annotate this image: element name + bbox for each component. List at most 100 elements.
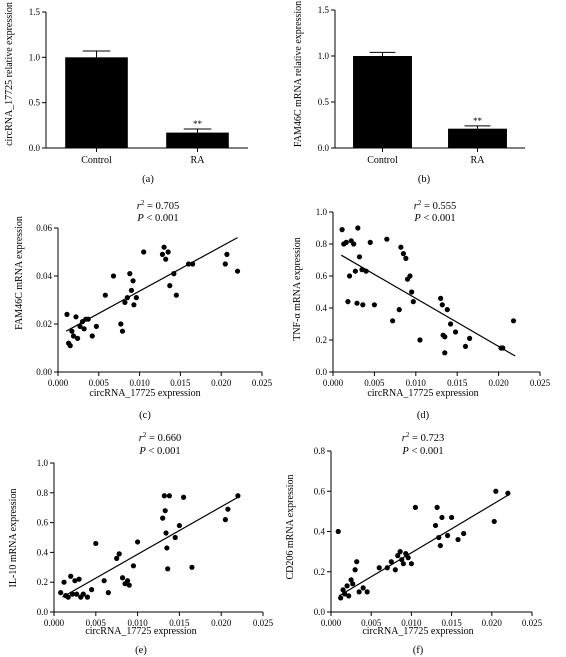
- panel-f-data-point: [346, 593, 352, 599]
- panel-b-label: (b): [418, 174, 431, 185]
- panel-d-ytick-label: 0.4: [316, 303, 328, 313]
- panel-e-ytick-label: 0.4: [37, 547, 49, 557]
- panel-f-data-point: [356, 589, 362, 595]
- panel-e-ytick-label: 0.8: [37, 488, 49, 498]
- panel-c-xtick-label: 0.000: [48, 378, 69, 388]
- panel-b-category-label: Control: [367, 155, 398, 166]
- panel-c-xtick-label: 0.020: [211, 378, 232, 388]
- panel-d-data-point: [356, 254, 363, 260]
- panel-d-data-point: [462, 343, 469, 349]
- panel-b-bar-control: [353, 56, 412, 148]
- panel-f-data-point: [493, 488, 499, 494]
- panel-e-data-point: [189, 564, 195, 570]
- panel-e-data-point: [80, 591, 86, 597]
- panel-c-label: (c): [139, 410, 151, 421]
- panel-e-data-point: [93, 540, 99, 547]
- panel-e-data-point: [164, 545, 170, 551]
- panel-e-data-point: [130, 563, 137, 569]
- panel-d-ytick-label: 0.2: [316, 335, 327, 345]
- panel-a-bar-control: [65, 57, 128, 149]
- panel-e-data-point: [72, 578, 78, 584]
- panel-f-xtick-label: 0.010: [401, 618, 422, 628]
- panel-e-data-point: [73, 591, 80, 597]
- panel-f-xlabel: circRNA_17725 expression: [362, 626, 473, 637]
- panel-c-data-point: [124, 295, 130, 301]
- panel-f-ytick-label: 0.4: [314, 527, 326, 537]
- panel-c-data-point: [119, 328, 126, 334]
- panel-c-data-point: [141, 249, 147, 255]
- panel-e-xtick-label: 0.000: [44, 618, 65, 628]
- panel-c-data-point: [190, 261, 196, 267]
- panel-d-data-point: [384, 236, 390, 242]
- panel-d-data-point: [400, 251, 406, 257]
- panel-c-data-point: [93, 323, 99, 329]
- panel-f-pvalue: P < 0.001: [401, 446, 443, 457]
- panel-a-ytick-label: 1.5: [29, 7, 41, 17]
- panel-d-xtick-label: 0.020: [488, 378, 509, 388]
- panel-e-label: (e): [135, 645, 147, 656]
- panel-b-bar-ra: [448, 128, 507, 148]
- panel-e-data-point: [65, 594, 71, 600]
- panel-c-data-point: [161, 244, 167, 250]
- panel-f-data-point: [449, 514, 455, 521]
- panel-f-data-point: [405, 555, 411, 561]
- panel-f-ytick-label: 0.0: [314, 607, 326, 617]
- panel-c-data-point: [127, 271, 133, 277]
- panel-f-data-point: [335, 528, 341, 535]
- panel-d-data-point: [417, 337, 423, 343]
- panel-c-data-point: [122, 299, 128, 305]
- panel-f-data-point: [400, 561, 406, 567]
- panel-d-data-point: [363, 268, 369, 274]
- panel-a-bar-ra: [166, 132, 229, 148]
- panel-f-scatter: r2 = 0.723 P < 0.001 CD206 mRNA expressi…: [285, 431, 543, 656]
- panel-d-data-point: [452, 329, 459, 335]
- panel-a-bar-chart: circRNA_17725 relative expression 0.0 0.5…: [4, 2, 248, 185]
- panel-e-data-point: [172, 534, 178, 541]
- panel-d-data-point: [410, 299, 416, 305]
- panel-b-ytick-label: 1.5: [318, 5, 330, 15]
- panel-d-data-point: [467, 335, 473, 341]
- panel-b-ytick-label: 0.5: [318, 97, 330, 107]
- panel-e-data-point: [76, 576, 82, 582]
- panel-c-data-point: [85, 316, 91, 322]
- panel-e-data-point: [61, 579, 67, 585]
- panel-f-data-point: [437, 542, 443, 549]
- panel-c-data-point: [171, 271, 177, 277]
- panel-c-data-point: [64, 311, 70, 317]
- panel-f-data-point: [436, 534, 442, 541]
- panel-c-regression-line: [65, 237, 238, 332]
- panel-f-data-point: [403, 551, 409, 557]
- panel-e-xtick-label: 0.025: [253, 618, 274, 628]
- panel-f-data-point: [342, 591, 348, 597]
- panel-c-data-point: [224, 251, 230, 257]
- panel-c-data-point: [130, 278, 136, 284]
- panel-e-data-point: [160, 515, 166, 521]
- panel-d-data-point: [396, 307, 402, 313]
- panel-c-data-point: [167, 283, 173, 289]
- panel-a-category-label: Control: [81, 155, 112, 166]
- panel-f-data-point: [392, 567, 398, 573]
- panel-d-data-point: [354, 300, 360, 306]
- panel-c-data-point: [185, 261, 192, 267]
- panel-c-data-point: [67, 343, 73, 349]
- panel-a-ytick-label: 1.0: [29, 52, 41, 62]
- panel-d-data-point: [438, 295, 444, 301]
- panel-c-data-point: [128, 287, 135, 293]
- panel-e-ytick-label: 1.0: [37, 458, 49, 468]
- panel-e-data-point: [235, 493, 241, 499]
- panel-e-data-point: [135, 539, 141, 545]
- panel-f-xtick-label: 0.025: [522, 618, 543, 628]
- panel-d-data-point: [442, 350, 448, 356]
- panel-f-xtick-label: 0.020: [482, 618, 503, 628]
- panel-f-data-point: [364, 589, 370, 595]
- panel-c-data-point: [165, 249, 171, 255]
- panel-d-data-point: [359, 267, 365, 273]
- panel-e-data-point: [126, 582, 132, 588]
- panel-d-data-point: [339, 227, 345, 233]
- panel-c-ytick-label: 0.02: [36, 319, 52, 329]
- panel-f-data-point: [397, 549, 403, 555]
- panel-c-xtick-label: 0.005: [89, 378, 110, 388]
- panel-f-data-point: [434, 504, 440, 510]
- panel-d-xtick-label: 0.025: [530, 378, 551, 388]
